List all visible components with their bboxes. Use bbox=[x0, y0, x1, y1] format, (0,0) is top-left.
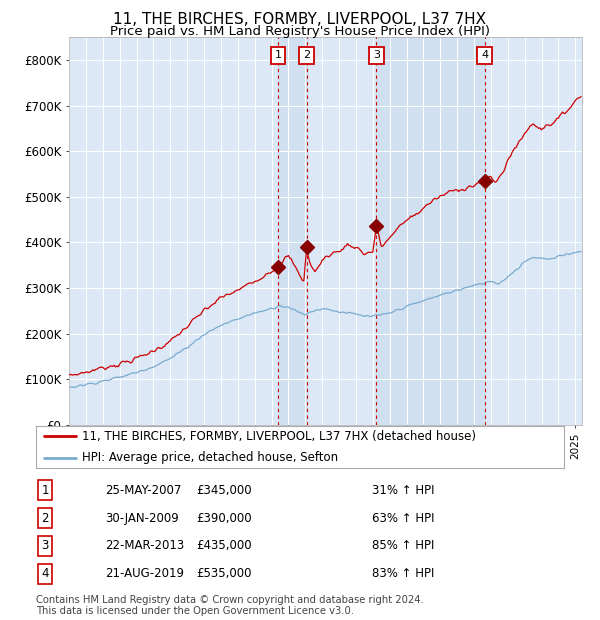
Text: 4: 4 bbox=[481, 50, 488, 60]
Text: 3: 3 bbox=[41, 539, 49, 552]
Text: £535,000: £535,000 bbox=[197, 567, 252, 580]
Text: 3: 3 bbox=[373, 50, 380, 60]
Text: 4: 4 bbox=[41, 567, 49, 580]
Text: This data is licensed under the Open Government Licence v3.0.: This data is licensed under the Open Gov… bbox=[36, 606, 354, 616]
Text: 30-JAN-2009: 30-JAN-2009 bbox=[105, 512, 179, 525]
Text: £390,000: £390,000 bbox=[196, 512, 252, 525]
Text: 11, THE BIRCHES, FORMBY, LIVERPOOL, L37 7HX (detached house): 11, THE BIRCHES, FORMBY, LIVERPOOL, L37 … bbox=[82, 430, 476, 443]
Text: 2: 2 bbox=[41, 512, 49, 525]
Text: 85% ↑ HPI: 85% ↑ HPI bbox=[372, 539, 434, 552]
Text: 1: 1 bbox=[41, 484, 49, 497]
Text: 11, THE BIRCHES, FORMBY, LIVERPOOL, L37 7HX: 11, THE BIRCHES, FORMBY, LIVERPOOL, L37 … bbox=[113, 12, 487, 27]
Bar bbox=[376, 37, 485, 425]
Text: £435,000: £435,000 bbox=[196, 539, 252, 552]
Text: 25-MAY-2007: 25-MAY-2007 bbox=[105, 484, 181, 497]
Text: HPI: Average price, detached house, Sefton: HPI: Average price, detached house, Seft… bbox=[82, 451, 338, 464]
Text: 1: 1 bbox=[275, 50, 281, 60]
Text: Price paid vs. HM Land Registry's House Price Index (HPI): Price paid vs. HM Land Registry's House … bbox=[110, 25, 490, 38]
Text: 2: 2 bbox=[303, 50, 310, 60]
Text: 31% ↑ HPI: 31% ↑ HPI bbox=[372, 484, 434, 497]
Text: Contains HM Land Registry data © Crown copyright and database right 2024.: Contains HM Land Registry data © Crown c… bbox=[36, 595, 424, 605]
Text: £345,000: £345,000 bbox=[196, 484, 252, 497]
Text: 83% ↑ HPI: 83% ↑ HPI bbox=[372, 567, 434, 580]
Text: 63% ↑ HPI: 63% ↑ HPI bbox=[372, 512, 434, 525]
Bar bbox=[278, 37, 307, 425]
Text: 22-MAR-2013: 22-MAR-2013 bbox=[105, 539, 184, 552]
Text: 21-AUG-2019: 21-AUG-2019 bbox=[105, 567, 184, 580]
